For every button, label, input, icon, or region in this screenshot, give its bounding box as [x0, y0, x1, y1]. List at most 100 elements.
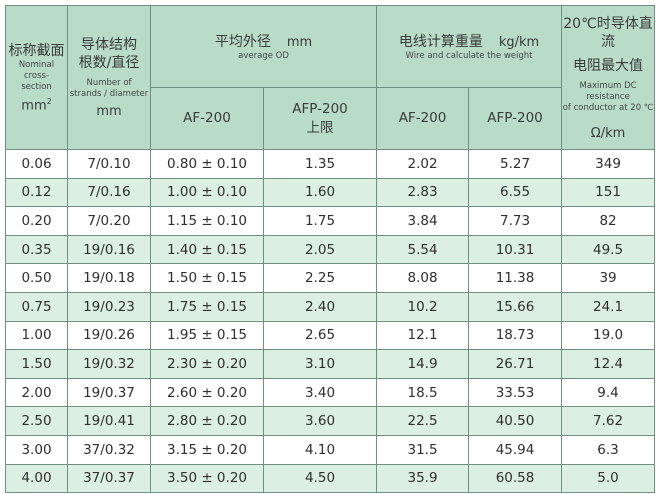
cell-od-afp200: 2.05	[262, 234, 378, 265]
cell-od-afp200: 3.40	[262, 377, 378, 408]
cell-weight-af200: 3.84	[376, 206, 470, 236]
cell-weight-afp200: 40.50	[468, 406, 563, 436]
header-res-zh2: 电阻最大值	[573, 57, 644, 74]
cell-weight-af200: 2.83	[376, 177, 470, 208]
cell-weight-afp200: 60.58	[468, 463, 563, 494]
cell-od-af200: 1.40 ± 0.15	[150, 234, 264, 265]
header-nominal-section-unit: mm2	[21, 96, 52, 114]
header-od-en: average OD	[238, 51, 289, 61]
cell-od-afp200: 4.50	[262, 463, 378, 494]
cell-od-af200: 2.30 ± 0.20	[150, 349, 264, 379]
cell-od-af200: 1.95 ± 0.15	[150, 320, 264, 351]
header-res-unit: Ω/km	[590, 125, 626, 141]
table-row: 0.20 7/0.20 1.15 ± 0.10 1.75 3.84 7.73 82	[5, 206, 656, 236]
cell-od-afp200: 2.65	[262, 320, 378, 351]
header-nominal-section-en2: section	[21, 81, 52, 92]
cell-section: 1.50	[5, 349, 68, 379]
cell-od-af200: 1.15 ± 0.10	[150, 206, 264, 236]
header-od-af200: AF-200	[150, 87, 264, 150]
header-conductor-structure: 导体结构 根数/直径 Number of strands / diameter …	[67, 5, 151, 150]
cell-structure: 37/0.37	[67, 463, 151, 494]
cell-od-afp200: 1.60	[262, 177, 378, 208]
cell-weight-af200: 35.9	[376, 463, 470, 494]
table-row: 0.35 19/0.16 1.40 ± 0.15 2.05 5.54 10.31 49.5	[5, 234, 656, 265]
cell-structure: 19/0.16	[67, 234, 151, 265]
table-row: 0.75 19/0.23 1.75 ± 0.15 2.40 10.2 15.66 24.1	[5, 291, 656, 322]
cell-od-afp200: 3.60	[262, 406, 378, 436]
cell-structure: 19/0.32	[67, 349, 151, 379]
header-od-unit: mm	[286, 35, 313, 50]
cell-weight-afp200: 5.27	[468, 149, 563, 179]
table-row: 2.50 19/0.41 2.80 ± 0.20 3.60 22.5 40.50 7.62	[5, 406, 656, 436]
table-row: 4.00 37/0.37 3.50 ± 0.20 4.50 35.9 60.58 5.0	[5, 463, 656, 494]
cell-od-afp200: 2.40	[262, 291, 378, 322]
cell-resistance: 6.3	[561, 434, 656, 465]
header-res-en2: of conductor at 20 ℃	[562, 102, 654, 113]
cell-weight-afp200: 11.38	[468, 263, 563, 293]
cell-od-af200: 1.75 ± 0.15	[150, 291, 264, 322]
cell-weight-af200: 31.5	[376, 434, 470, 465]
table-row: 2.00 19/0.37 2.60 ± 0.20 3.40 18.5 33.53 9.4	[5, 377, 656, 408]
cable-spec-table: 标称截面 Nominal cross- section mm2 导体结构 根数/…	[5, 5, 656, 494]
table-row: 0.50 19/0.18 1.50 ± 0.15 2.25 8.08 11.38 39	[5, 263, 656, 293]
header-average-od: 平均外径 mm average OD	[149, 5, 378, 88]
header-nominal-section-zh: 标称截面	[8, 42, 65, 59]
cell-weight-af200: 18.5	[376, 377, 470, 408]
cell-section: 0.35	[5, 234, 68, 265]
cell-weight-afp200: 26.71	[468, 349, 563, 379]
cell-resistance: 5.0	[561, 463, 656, 494]
table-row: 3.00 37/0.32 3.15 ± 0.20 4.10 31.5 45.94 6.3	[5, 434, 656, 465]
cell-section: 0.75	[5, 291, 68, 322]
cell-od-af200: 2.60 ± 0.20	[150, 377, 264, 408]
table-row: 0.12 7/0.16 1.00 ± 0.10 1.60 2.83 6.55 151	[5, 177, 656, 208]
cell-section: 1.00	[5, 320, 68, 351]
table-header: 标称截面 Nominal cross- section mm2 导体结构 根数/…	[5, 5, 656, 150]
cell-weight-af200: 2.02	[376, 149, 470, 179]
cell-resistance: 39	[561, 263, 656, 293]
cell-resistance: 19.0	[561, 320, 656, 351]
cell-structure: 19/0.37	[67, 377, 151, 408]
cell-section: 0.12	[5, 177, 68, 208]
header-nominal-section: 标称截面 Nominal cross- section mm2	[5, 5, 68, 150]
header-weight-zh: 电线计算重量	[398, 34, 483, 50]
cell-od-afp200: 1.75	[262, 206, 378, 236]
cell-weight-afp200: 33.53	[468, 377, 563, 408]
cell-od-afp200: 4.10	[262, 434, 378, 465]
cell-weight-afp200: 6.55	[468, 177, 563, 208]
cell-structure: 37/0.32	[67, 434, 151, 465]
header-res-zh1: 20℃时导体直流	[563, 15, 653, 50]
cell-weight-af200: 5.54	[376, 234, 470, 265]
header-weight-afp200: AFP-200	[468, 87, 563, 150]
cell-section: 3.00	[5, 434, 68, 465]
header-weight-en: Wire and calculate the weight	[405, 51, 533, 61]
header-conductor-zh1: 导体结构	[81, 37, 137, 53]
header-od-zh: 平均外径	[214, 34, 271, 50]
cell-weight-afp200: 7.73	[468, 206, 563, 236]
cell-resistance: 82	[561, 206, 656, 236]
cell-resistance: 12.4	[561, 349, 656, 379]
cell-weight-afp200: 15.66	[468, 291, 563, 322]
cell-od-af200: 2.80 ± 0.20	[150, 406, 264, 436]
cell-resistance: 151	[561, 177, 656, 208]
header-conductor-en2: strands / diameter	[69, 89, 149, 99]
cell-weight-af200: 14.9	[376, 349, 470, 379]
cell-weight-af200: 8.08	[376, 263, 470, 293]
cell-od-afp200: 3.10	[262, 349, 378, 379]
cell-section: 0.20	[5, 206, 68, 236]
cell-section: 2.50	[5, 406, 68, 436]
cell-od-af200: 3.15 ± 0.20	[150, 434, 264, 465]
table-row: 1.00 19/0.26 1.95 ± 0.15 2.65 12.1 18.73 19.0	[5, 320, 656, 351]
cell-weight-afp200: 18.73	[468, 320, 563, 351]
cell-structure: 19/0.26	[67, 320, 151, 351]
cell-od-afp200: 1.35	[262, 149, 378, 179]
cell-od-af200: 1.00 ± 0.10	[150, 177, 264, 208]
cell-structure: 7/0.20	[67, 206, 151, 236]
header-dc-resistance: 20℃时导体直流 电阻最大值 Maximum DC resistance of …	[561, 5, 656, 150]
table-body: 0.06 7/0.10 0.80 ± 0.10 1.35 2.02 5.27 349 0.12…	[5, 149, 656, 494]
cell-structure: 7/0.10	[67, 149, 151, 179]
spec-table-container: 标称截面 Nominal cross- section mm2 导体结构 根数/…	[5, 5, 656, 494]
cell-od-af200: 0.80 ± 0.10	[150, 149, 264, 179]
header-conductor-en1: Number of	[86, 78, 132, 88]
header-weight-af200: AF-200	[376, 87, 470, 150]
header-weight-unit: kg/km	[498, 35, 540, 50]
